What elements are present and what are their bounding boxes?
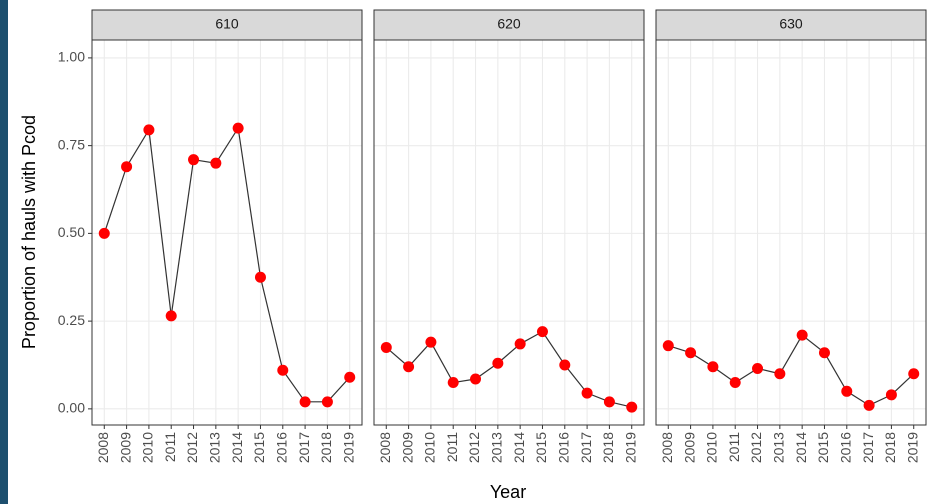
x-tick-label: 2012 <box>184 432 200 463</box>
x-tick-label: 2019 <box>622 432 638 463</box>
point <box>232 122 244 134</box>
x-tick-label: 2015 <box>251 432 267 463</box>
point <box>818 347 830 359</box>
point <box>752 362 764 374</box>
point <box>425 336 437 348</box>
point <box>165 310 177 322</box>
y-tick-label: 0.50 <box>58 224 85 240</box>
y-tick-label: 0.75 <box>58 136 85 152</box>
x-tick-label: 2013 <box>771 432 787 463</box>
point <box>685 347 697 359</box>
panel-border <box>91 39 363 426</box>
x-tick-label: 2012 <box>466 432 482 463</box>
strip <box>91 9 363 41</box>
x-tick-label: 2014 <box>229 432 245 463</box>
panel-border <box>373 39 645 426</box>
point <box>796 329 808 341</box>
x-tick-label: 2011 <box>444 432 460 462</box>
y-tick-label: 0.25 <box>58 312 85 328</box>
x-tick-label: 2008 <box>377 432 393 463</box>
x-tick-label: 2013 <box>489 432 505 463</box>
point <box>863 399 875 411</box>
strip <box>373 9 645 41</box>
point <box>626 401 638 413</box>
point <box>321 396 333 408</box>
point <box>774 368 786 380</box>
point <box>662 340 674 352</box>
x-tick-label: 2016 <box>555 432 571 463</box>
y-axis-title: Proportion of hauls with Pcod <box>19 115 39 349</box>
x-tick-label: 2013 <box>207 432 223 463</box>
x-tick-label: 2009 <box>399 432 415 463</box>
point <box>559 359 571 371</box>
x-tick-label: 2014 <box>793 432 809 463</box>
point <box>492 357 504 369</box>
point <box>210 157 222 169</box>
x-tick-label: 2009 <box>681 432 697 463</box>
point <box>908 368 920 380</box>
x-axis-title: Year <box>490 482 526 502</box>
x-tick-label: 2016 <box>273 432 289 463</box>
point <box>885 389 897 401</box>
y-tick-label: 0.00 <box>58 400 85 416</box>
x-tick-label: 2014 <box>511 432 527 463</box>
point <box>729 377 741 389</box>
x-tick-label: 2015 <box>533 432 549 463</box>
panel-background <box>374 40 644 425</box>
strip-label: 610 <box>215 16 239 32</box>
point <box>98 227 110 239</box>
x-tick-label: 2017 <box>578 432 594 463</box>
x-tick-label: 2017 <box>296 432 312 463</box>
x-tick-label: 2008 <box>95 432 111 463</box>
x-tick-label: 2016 <box>837 432 853 463</box>
x-tick-label: 2009 <box>117 432 133 463</box>
point <box>403 361 415 373</box>
window-edge <box>0 0 8 504</box>
point <box>344 371 356 383</box>
point <box>536 326 548 338</box>
point <box>299 396 311 408</box>
point <box>514 338 526 350</box>
point <box>380 341 392 353</box>
point <box>603 396 615 408</box>
strip-label: 620 <box>497 16 521 32</box>
x-tick-label: 2019 <box>340 432 356 463</box>
x-tick-label: 2010 <box>140 432 156 463</box>
point <box>121 161 133 173</box>
x-tick-label: 2018 <box>882 432 898 463</box>
x-tick-label: 2010 <box>422 432 438 463</box>
x-tick-label: 2017 <box>860 432 876 463</box>
x-tick-label: 2010 <box>704 432 720 463</box>
point <box>277 364 289 376</box>
point <box>254 271 266 283</box>
point <box>841 385 853 397</box>
x-tick-label: 2011 <box>726 432 742 462</box>
panel-background <box>656 40 926 425</box>
y-tick-label: 1.00 <box>58 49 85 65</box>
strip-label: 630 <box>779 16 803 32</box>
x-tick-label: 2018 <box>318 432 334 463</box>
point <box>470 373 482 385</box>
x-tick-label: 2019 <box>904 432 920 463</box>
point <box>143 124 155 136</box>
point <box>581 387 593 399</box>
point <box>188 154 200 166</box>
point <box>707 361 719 373</box>
x-tick-label: 2015 <box>815 432 831 463</box>
x-tick-label: 2011 <box>162 432 178 462</box>
panel-border <box>655 39 927 426</box>
x-tick-label: 2018 <box>600 432 616 463</box>
panel-background <box>92 40 362 425</box>
x-tick-label: 2008 <box>659 432 675 463</box>
x-tick-label: 2012 <box>748 432 764 463</box>
point <box>447 377 459 389</box>
